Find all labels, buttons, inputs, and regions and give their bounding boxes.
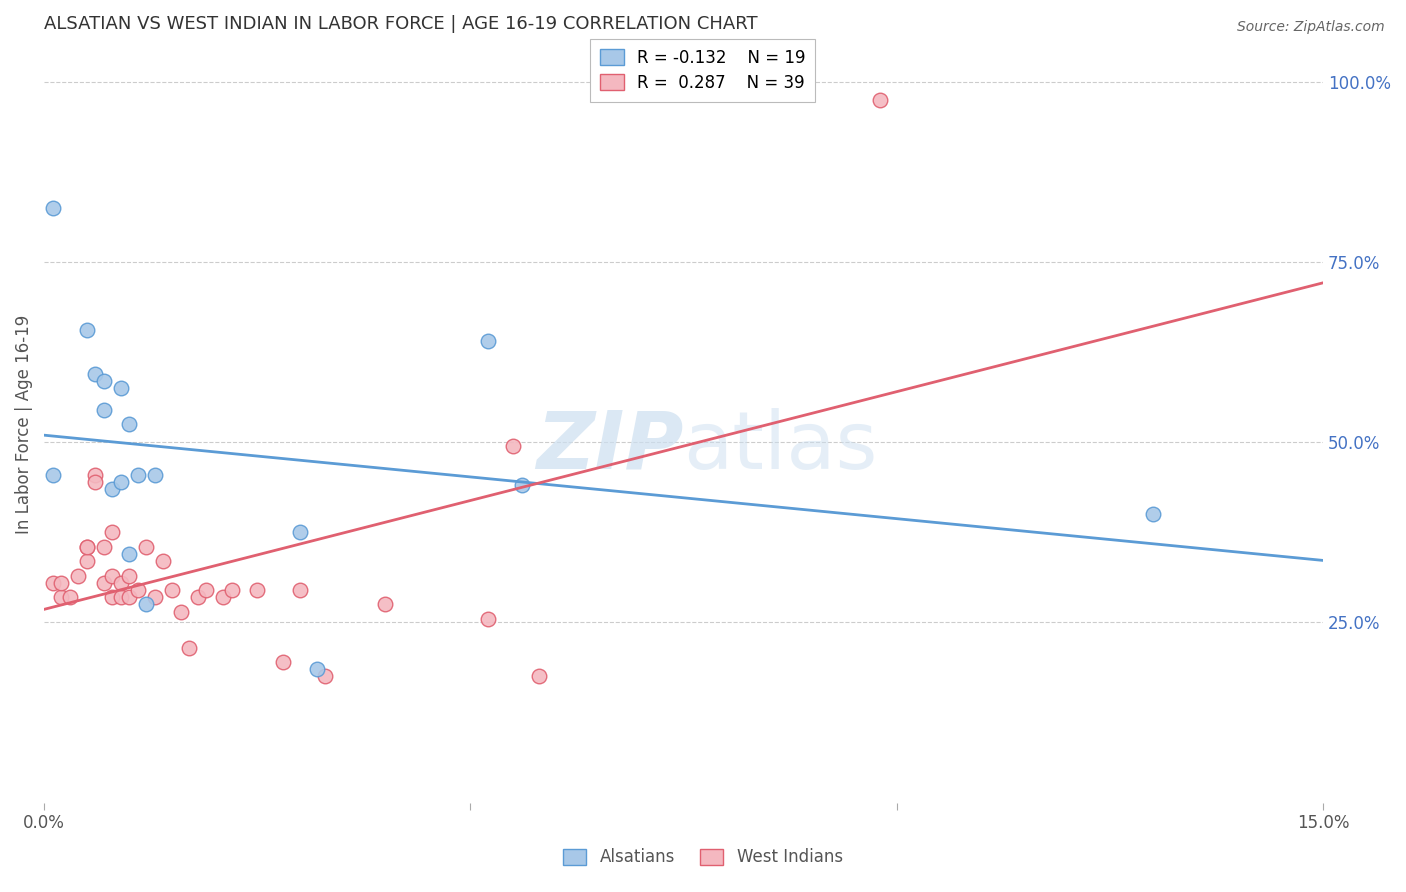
Point [76,323,98,337]
Point [51,590,73,604]
Legend: Alsatians, West Indians: Alsatians, West Indians [555,840,851,875]
Point [118,590,141,604]
Point [93,540,115,554]
Point [41,575,63,590]
Point [110,590,132,604]
Point [510,478,533,492]
Point [110,475,132,489]
Point [160,582,183,597]
Point [177,640,200,655]
Point [288,525,311,540]
Text: ZIP: ZIP [536,408,683,486]
Point [288,582,311,597]
Point [135,598,157,612]
Point [84,367,107,381]
Point [169,605,191,619]
Point [143,467,166,482]
Point [374,598,396,612]
Point [152,554,174,568]
Point [101,568,124,582]
Point [135,540,157,554]
Point [93,374,115,388]
Point [67,568,90,582]
Point [41,201,63,215]
Point [110,575,132,590]
Point [101,590,124,604]
Point [305,662,328,676]
Text: atlas: atlas [683,408,877,486]
Point [118,568,141,582]
Point [477,334,499,349]
Point [127,467,149,482]
Point [195,582,218,597]
Point [527,669,550,683]
Point [110,381,132,395]
Point [93,402,115,417]
Point [51,575,73,590]
Point [84,475,107,489]
Text: ALSATIAN VS WEST INDIAN IN LABOR FORCE | AGE 16-19 CORRELATION CHART: ALSATIAN VS WEST INDIAN IN LABOR FORCE |… [44,15,758,33]
Point [477,612,499,626]
Point [76,540,98,554]
Point [869,93,891,107]
Point [315,669,337,683]
Legend: R = -0.132    N = 19, R =  0.287    N = 39: R = -0.132 N = 19, R = 0.287 N = 39 [591,39,815,102]
Point [118,417,141,431]
Point [187,590,209,604]
Point [59,590,82,604]
Point [221,582,243,597]
Point [76,554,98,568]
Point [212,590,235,604]
Point [271,655,294,669]
Point [76,540,98,554]
Point [1142,508,1164,522]
Point [502,439,524,453]
Point [127,582,149,597]
Y-axis label: In Labor Force | Age 16-19: In Labor Force | Age 16-19 [15,315,32,533]
Point [93,575,115,590]
Point [41,467,63,482]
Point [101,525,124,540]
Point [84,467,107,482]
Point [101,482,124,496]
Text: Source: ZipAtlas.com: Source: ZipAtlas.com [1237,20,1385,34]
Point [246,582,269,597]
Point [143,590,166,604]
Point [118,547,141,561]
